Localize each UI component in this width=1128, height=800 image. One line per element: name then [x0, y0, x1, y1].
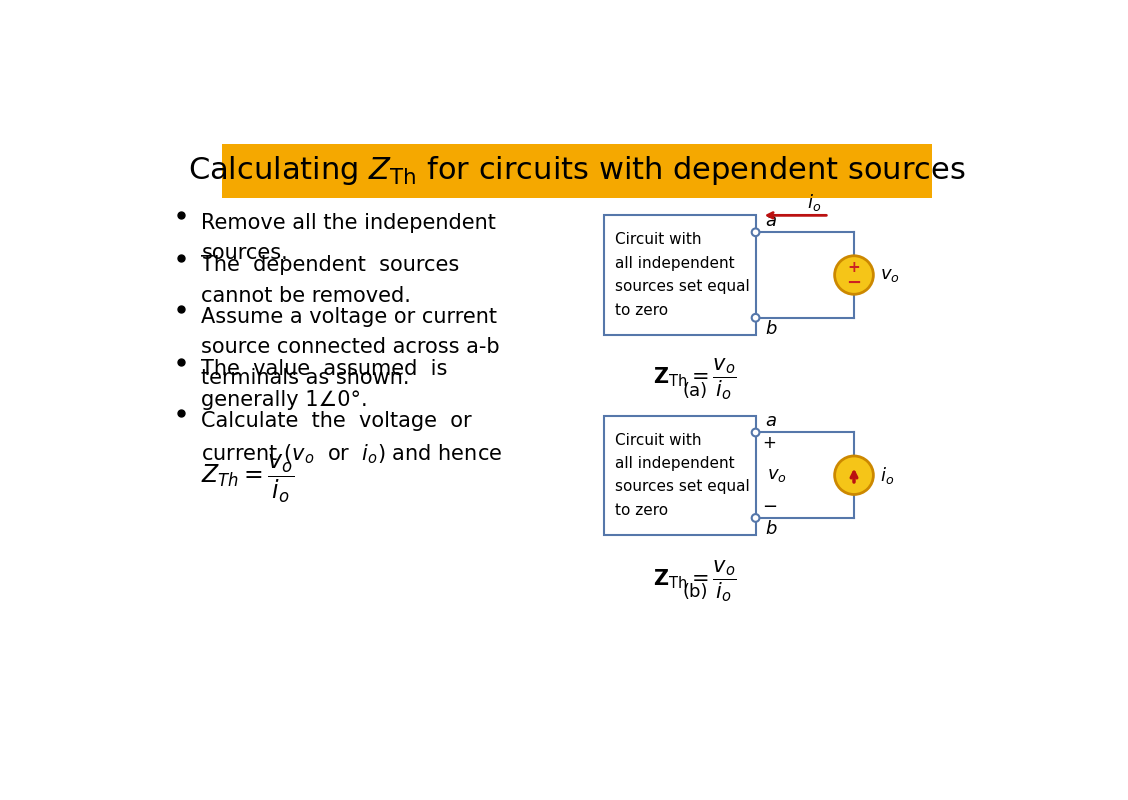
Text: $Z_{Th} = \dfrac{v_o}{i_o}$: $Z_{Th} = \dfrac{v_o}{i_o}$ [202, 452, 296, 505]
Circle shape [751, 429, 759, 436]
Circle shape [751, 314, 759, 322]
Text: $\mathbf{Z}_{\mathrm{Th}} = \dfrac{v_o}{i_o}$: $\mathbf{Z}_{\mathrm{Th}} = \dfrac{v_o}{… [653, 558, 737, 604]
Circle shape [751, 229, 759, 236]
Circle shape [751, 514, 759, 522]
Text: −: − [846, 274, 862, 292]
Circle shape [835, 456, 873, 494]
Text: Remove all the independent
sources.: Remove all the independent sources. [202, 213, 496, 263]
Text: $a$: $a$ [765, 212, 777, 230]
Bar [605, 415, 756, 535]
Text: −: − [761, 498, 777, 516]
Text: +: + [763, 434, 776, 452]
Text: Circuit with
all independent
sources set equal
to zero: Circuit with all independent sources set… [615, 433, 750, 518]
Text: (b): (b) [682, 583, 708, 602]
Text: The  value  assumed  is
generally 1∠0°.: The value assumed is generally 1∠0°. [202, 359, 448, 410]
Text: Calculating $Z_{\mathrm{Th}}$ for circuits with dependent sources: Calculating $Z_{\mathrm{Th}}$ for circui… [188, 154, 966, 187]
Text: $b$: $b$ [765, 520, 777, 538]
Text: $i_o$: $i_o$ [880, 465, 893, 486]
Text: +: + [847, 260, 861, 275]
Text: $b$: $b$ [765, 320, 777, 338]
Text: $v_o$: $v_o$ [767, 466, 787, 484]
Bar [222, 144, 932, 198]
Circle shape [835, 256, 873, 294]
Text: Calculate  the  voltage  or
current ($v_o$  or  $i_o$) and hence: Calculate the voltage or current ($v_o$ … [202, 411, 503, 466]
Text: $\mathbf{Z}_{\mathrm{Th}} = \dfrac{v_o}{i_o}$: $\mathbf{Z}_{\mathrm{Th}} = \dfrac{v_o}{… [653, 356, 737, 402]
Text: The  dependent  sources
cannot be removed.: The dependent sources cannot be removed. [202, 255, 460, 306]
Bar [605, 215, 756, 334]
Text: $v_o$: $v_o$ [880, 266, 899, 284]
Text: $a$: $a$ [765, 412, 777, 430]
Text: $i_o$: $i_o$ [808, 192, 821, 213]
Text: Assume a voltage or current
source connected across a-b
terminals as shown.: Assume a voltage or current source conne… [202, 307, 500, 388]
Text: Circuit with
all independent
sources set equal
to zero: Circuit with all independent sources set… [615, 233, 750, 318]
Text: (a): (a) [682, 382, 707, 401]
